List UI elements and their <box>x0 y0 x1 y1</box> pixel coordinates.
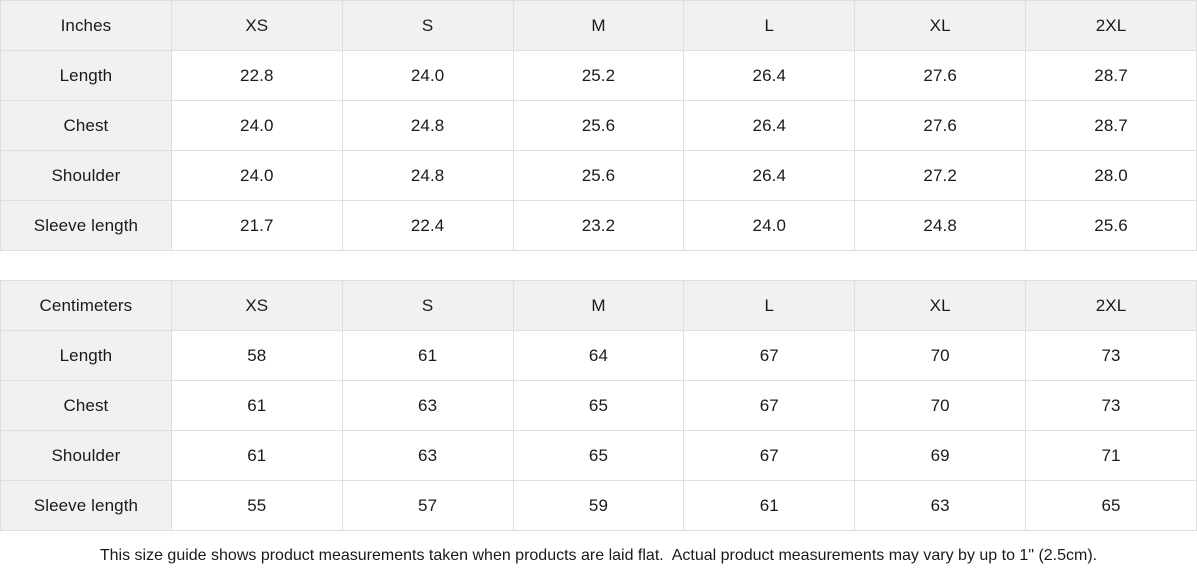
size-header-2xl: 2XL <box>1025 280 1197 331</box>
measurement-cell: 63 <box>341 430 514 481</box>
inches-table: Inches XS S M L XL 2XL Length 22.8 24.0 … <box>0 0 1197 251</box>
row-label: Chest <box>0 100 172 151</box>
row-label: Length <box>0 330 172 381</box>
measurement-cell: 28.7 <box>1025 50 1197 101</box>
table-gap <box>0 251 1197 280</box>
measurement-cell: 65 <box>1025 480 1197 531</box>
measurement-cell: 61 <box>341 330 514 381</box>
size-header-l: L <box>683 280 856 331</box>
size-header-xs: XS <box>170 280 343 331</box>
size-header-xl: XL <box>854 0 1027 51</box>
measurement-cell: 24.0 <box>683 200 856 251</box>
table-row: Sleeve length 55 57 59 61 63 65 <box>0 480 1197 531</box>
measurement-cell: 22.8 <box>170 50 343 101</box>
table-row: Length 58 61 64 67 70 73 <box>0 330 1197 381</box>
size-header-m: M <box>512 0 685 51</box>
measurement-cell: 25.6 <box>512 100 685 151</box>
measurement-cell: 28.7 <box>1025 100 1197 151</box>
measurement-cell: 55 <box>170 480 343 531</box>
measurement-cell: 24.8 <box>854 200 1027 251</box>
measurement-cell: 24.8 <box>341 100 514 151</box>
row-label: Shoulder <box>0 430 172 481</box>
measurement-cell: 70 <box>854 380 1027 431</box>
table-row: Shoulder 61 63 65 67 69 71 <box>0 430 1197 481</box>
measurement-cell: 24.0 <box>341 50 514 101</box>
size-header-xl: XL <box>854 280 1027 331</box>
measurement-cell: 27.6 <box>854 100 1027 151</box>
measurement-cell: 64 <box>512 330 685 381</box>
row-label: Chest <box>0 380 172 431</box>
row-label: Sleeve length <box>0 480 172 531</box>
size-header-2xl: 2XL <box>1025 0 1197 51</box>
size-header-l: L <box>683 0 856 51</box>
centimeters-table: Centimeters XS S M L XL 2XL Length 58 61… <box>0 280 1197 531</box>
measurement-cell: 73 <box>1025 380 1197 431</box>
measurement-cell: 67 <box>683 430 856 481</box>
measurement-cell: 63 <box>854 480 1027 531</box>
measurement-cell: 27.2 <box>854 150 1027 201</box>
measurement-cell: 61 <box>683 480 856 531</box>
table-header-row: Centimeters XS S M L XL 2XL <box>0 280 1197 331</box>
measurement-cell: 65 <box>512 380 685 431</box>
measurement-cell: 24.0 <box>170 100 343 151</box>
measurement-cell: 59 <box>512 480 685 531</box>
unit-header-inches: Inches <box>0 0 172 51</box>
measurement-cell: 21.7 <box>170 200 343 251</box>
size-header-m: M <box>512 280 685 331</box>
measurement-cell: 25.6 <box>512 150 685 201</box>
measurement-cell: 58 <box>170 330 343 381</box>
row-label: Length <box>0 50 172 101</box>
size-header-xs: XS <box>170 0 343 51</box>
unit-header-centimeters: Centimeters <box>0 280 172 331</box>
measurement-cell: 26.4 <box>683 50 856 101</box>
measurement-cell: 63 <box>341 380 514 431</box>
measurement-cell: 23.2 <box>512 200 685 251</box>
measurement-cell: 25.6 <box>1025 200 1197 251</box>
table-header-row: Inches XS S M L XL 2XL <box>0 0 1197 51</box>
row-label: Sleeve length <box>0 200 172 251</box>
measurement-cell: 67 <box>683 380 856 431</box>
table-row: Length 22.8 24.0 25.2 26.4 27.6 28.7 <box>0 50 1197 101</box>
table-row: Sleeve length 21.7 22.4 23.2 24.0 24.8 2… <box>0 200 1197 251</box>
measurement-cell: 65 <box>512 430 685 481</box>
size-header-s: S <box>341 0 514 51</box>
measurement-cell: 73 <box>1025 330 1197 381</box>
size-header-s: S <box>341 280 514 331</box>
measurement-cell: 22.4 <box>341 200 514 251</box>
measurement-cell: 27.6 <box>854 50 1027 101</box>
table-row: Shoulder 24.0 24.8 25.6 26.4 27.2 28.0 <box>0 150 1197 201</box>
measurement-cell: 28.0 <box>1025 150 1197 201</box>
row-label: Shoulder <box>0 150 172 201</box>
measurement-cell: 57 <box>341 480 514 531</box>
measurement-cell: 71 <box>1025 430 1197 481</box>
measurement-cell: 26.4 <box>683 150 856 201</box>
measurement-cell: 24.0 <box>170 150 343 201</box>
measurement-cell: 24.8 <box>341 150 514 201</box>
table-row: Chest 61 63 65 67 70 73 <box>0 380 1197 431</box>
footer-note: This size guide shows product measuremen… <box>0 531 1197 580</box>
measurement-cell: 25.2 <box>512 50 685 101</box>
measurement-cell: 70 <box>854 330 1027 381</box>
measurement-cell: 67 <box>683 330 856 381</box>
measurement-cell: 69 <box>854 430 1027 481</box>
measurement-cell: 61 <box>170 380 343 431</box>
measurement-cell: 26.4 <box>683 100 856 151</box>
table-row: Chest 24.0 24.8 25.6 26.4 27.6 28.7 <box>0 100 1197 151</box>
measurement-cell: 61 <box>170 430 343 481</box>
